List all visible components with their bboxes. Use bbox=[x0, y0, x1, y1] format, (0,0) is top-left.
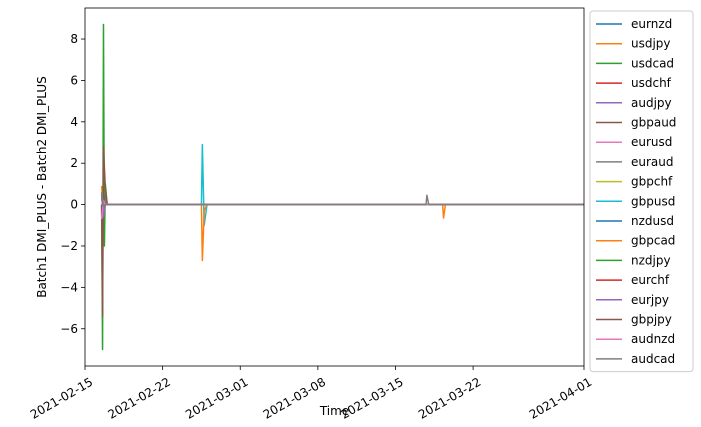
legend-label-usdcad: usdcad bbox=[631, 56, 674, 70]
series-line-audcad bbox=[100, 192, 584, 208]
legend-box bbox=[589, 10, 694, 373]
legend-label-nzdusd: nzdusd bbox=[631, 214, 674, 228]
series-line-gbpusd bbox=[101, 143, 584, 227]
legend-label-audjpy: audjpy bbox=[631, 96, 672, 110]
legend: eurnzd usdjpy usdcad usdchf audjpy gbpaud euru… bbox=[589, 10, 694, 373]
legend-label-nzdjpy: nzdjpy bbox=[631, 253, 671, 267]
series-line-eurchf bbox=[100, 197, 584, 213]
y-tick-label: 8 bbox=[70, 32, 78, 46]
y-tick-label: 4 bbox=[70, 115, 78, 129]
series-line-eurusd bbox=[100, 197, 584, 218]
series-line-gbpaud bbox=[100, 145, 584, 318]
series-line-eurjpy bbox=[100, 194, 584, 218]
legend-label-eurusd: eurusd bbox=[631, 135, 672, 149]
legend-label-gbpjpy: gbpjpy bbox=[631, 313, 672, 327]
series-layer bbox=[100, 23, 584, 351]
legend-label-eurnzd: eurnzd bbox=[631, 17, 672, 31]
series-line-eurnzd bbox=[100, 189, 584, 206]
x-tick-label: 2021-03-22 bbox=[416, 375, 483, 422]
y-tick-label: 6 bbox=[70, 73, 78, 87]
series-line-nzdjpy bbox=[100, 196, 584, 212]
legend-label-audcad: audcad bbox=[631, 352, 675, 366]
series-line-audjpy bbox=[100, 191, 584, 211]
legend-label-usdjpy: usdjpy bbox=[631, 37, 671, 51]
x-tick-label: 2021-02-22 bbox=[106, 375, 173, 422]
x-tick-label: 2021-03-08 bbox=[261, 375, 328, 422]
y-tick-label: −2 bbox=[60, 239, 78, 253]
legend-label-gbpusd: gbpusd bbox=[631, 194, 675, 208]
series-line-euraud bbox=[100, 198, 584, 210]
legend-label-eurchf: eurchf bbox=[631, 273, 670, 287]
x-tick-label: 2021-04-01 bbox=[527, 375, 594, 422]
x-tick-label: 2021-02-15 bbox=[28, 375, 95, 422]
series-line-usdjpy bbox=[100, 185, 584, 214]
series-line-usdcad bbox=[100, 23, 584, 351]
y-tick-label: 2 bbox=[70, 156, 78, 170]
y-tick-label: −6 bbox=[60, 322, 78, 336]
series-line-audnzd bbox=[100, 199, 584, 220]
legend-label-gbpchf: gbpchf bbox=[631, 175, 673, 189]
y-tick-label: −4 bbox=[60, 280, 78, 294]
legend-label-audnzd: audnzd bbox=[631, 332, 675, 346]
y-axis-label: Batch1 DMI_PLUS - Batch2 DMI_PLUS bbox=[35, 76, 49, 298]
legend-label-usdchf: usdchf bbox=[631, 76, 672, 90]
legend-label-gbpaud: gbpaud bbox=[631, 116, 676, 130]
legend-label-gbpcad: gbpcad bbox=[631, 234, 675, 248]
legend-label-euraud: euraud bbox=[631, 155, 674, 169]
y-tick-label: 0 bbox=[70, 198, 78, 212]
series-line-gbpcad bbox=[101, 203, 584, 262]
plot-frame bbox=[84, 7, 585, 367]
x-axis-label: Time bbox=[319, 404, 349, 418]
series-line-usdchf bbox=[100, 194, 584, 210]
x-axis: 2021-02-15 2021-02-22 2021-03-01 2021-03-08… bbox=[28, 366, 594, 422]
legend-label-eurjpy: eurjpy bbox=[631, 293, 669, 307]
series-line-nzdusd bbox=[100, 195, 584, 209]
y-axis: −6 −4 −2 0 2 4 6 8 bbox=[60, 32, 85, 336]
x-tick-label: 2021-03-01 bbox=[183, 375, 250, 422]
series-line-gbpchf bbox=[100, 192, 584, 206]
